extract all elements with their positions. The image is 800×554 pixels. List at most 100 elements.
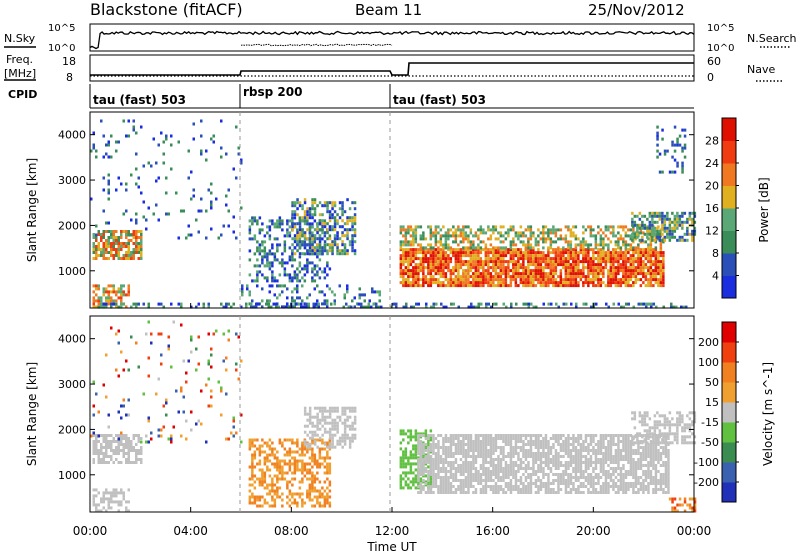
power-cell	[629, 266, 633, 270]
power-cell	[629, 257, 633, 261]
power-cell	[587, 278, 590, 282]
power-cell	[253, 216, 257, 220]
velocity-cell	[477, 452, 480, 455]
power-cell	[135, 245, 138, 248]
velocity-cell	[316, 477, 319, 481]
power-cell	[504, 266, 508, 270]
power-cell	[132, 242, 135, 245]
velocity-cell	[235, 332, 238, 336]
power-cell	[316, 299, 319, 303]
power-cell	[644, 266, 648, 270]
velocity-cell	[308, 489, 312, 493]
velocity-cell	[92, 413, 95, 417]
power-cell	[554, 234, 558, 238]
power-cell	[444, 231, 448, 235]
power-cell	[469, 251, 473, 255]
velocity-cell	[205, 440, 208, 444]
velocity-cell	[263, 462, 267, 466]
power-cell	[649, 269, 653, 273]
velocity-cell	[522, 452, 525, 455]
power-cell	[273, 279, 277, 283]
power-cell	[646, 226, 649, 230]
power-cell	[210, 137, 213, 141]
velocity-cell	[402, 465, 405, 469]
power-cell	[617, 237, 620, 241]
velocity-cell	[353, 433, 357, 437]
velocity-cell	[499, 485, 503, 488]
velocity-cell	[115, 491, 118, 495]
power-cell	[268, 284, 271, 288]
velocity-cell	[524, 479, 528, 482]
power-cell	[464, 284, 468, 288]
power-cell	[281, 290, 284, 294]
power-cell	[170, 167, 173, 171]
power-cell	[567, 272, 570, 276]
velocity-cell	[529, 482, 533, 485]
velocity-cell	[351, 439, 354, 443]
power-cell	[509, 248, 513, 252]
velocity-cell	[271, 477, 274, 481]
power-cell	[614, 281, 618, 285]
velocity-cell	[502, 488, 505, 491]
power-cell	[102, 134, 105, 138]
power-cell	[439, 237, 443, 241]
power-cell	[644, 275, 648, 279]
power-cell	[647, 248, 650, 252]
power-cell	[427, 248, 430, 252]
velocity-cell	[286, 471, 289, 475]
velocity-cell	[472, 467, 475, 470]
power-cell	[110, 245, 113, 248]
power-cell	[509, 251, 513, 255]
velocity-cell	[293, 492, 297, 496]
power-cell	[454, 231, 458, 235]
power-cell	[599, 251, 603, 255]
velocity-cell	[95, 434, 98, 437]
power-cell	[303, 222, 307, 226]
velocity-cell	[534, 485, 538, 488]
velocity-cell	[97, 509, 100, 513]
velocity-cell	[256, 495, 259, 499]
power-cell	[552, 272, 555, 276]
velocity-cell	[539, 467, 543, 470]
velocity-cell	[444, 491, 448, 494]
velocity-cell	[537, 485, 540, 488]
power-cell	[291, 249, 294, 253]
velocity-cell	[105, 446, 108, 449]
velocity-cell	[432, 473, 435, 476]
velocity-cell	[434, 485, 438, 488]
velocity-cell	[537, 440, 540, 443]
power-cell	[336, 231, 339, 235]
power-cell	[414, 269, 418, 273]
velocity-cell	[427, 470, 430, 473]
power-cell	[649, 243, 653, 247]
velocity-cell	[311, 430, 314, 434]
velocity-cell	[112, 500, 115, 504]
power-cell	[627, 269, 630, 273]
power-cell	[656, 155, 659, 159]
power-cell	[524, 251, 528, 255]
power-cell	[602, 275, 605, 279]
power-cell	[464, 263, 468, 267]
power-cell	[527, 284, 530, 288]
power-cell	[499, 248, 503, 252]
power-cell	[564, 251, 568, 255]
velocity-cell	[127, 368, 130, 372]
power-cell	[283, 261, 287, 265]
power-cell	[542, 246, 545, 250]
power-cell	[534, 257, 538, 261]
velocity-cell	[532, 473, 535, 476]
velocity-cell	[499, 461, 503, 464]
velocity-cell	[529, 446, 533, 449]
velocity-cell	[509, 461, 513, 464]
power-cell	[439, 260, 443, 264]
power-cell	[681, 164, 684, 168]
velocity-cell	[276, 468, 279, 472]
power-cell	[624, 246, 628, 250]
power-cell	[432, 248, 435, 252]
velocity-cell	[459, 464, 463, 467]
power-cell	[527, 243, 530, 247]
power-cell	[567, 240, 570, 244]
velocity-cell	[532, 455, 535, 458]
power-cell	[472, 281, 475, 285]
velocity-cell	[258, 477, 262, 481]
